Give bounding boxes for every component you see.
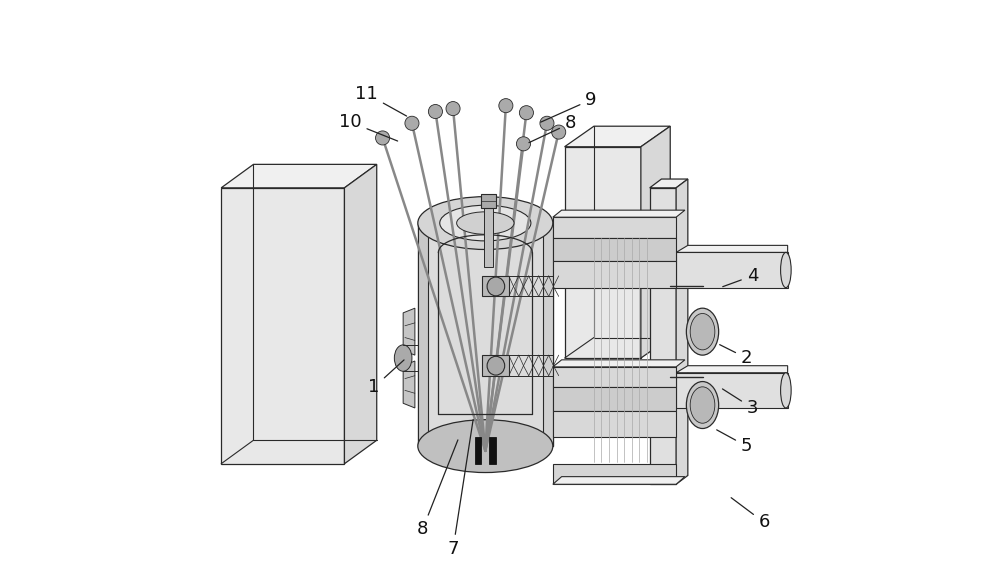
Text: 8: 8 bbox=[529, 114, 576, 143]
Polygon shape bbox=[553, 464, 676, 484]
Circle shape bbox=[376, 131, 390, 145]
Polygon shape bbox=[553, 411, 676, 437]
Ellipse shape bbox=[781, 373, 791, 408]
Circle shape bbox=[552, 125, 566, 139]
Text: 2: 2 bbox=[720, 345, 752, 367]
Circle shape bbox=[516, 137, 531, 151]
Ellipse shape bbox=[690, 313, 715, 350]
Circle shape bbox=[446, 102, 460, 116]
Polygon shape bbox=[650, 179, 688, 188]
Polygon shape bbox=[543, 223, 553, 446]
Polygon shape bbox=[553, 387, 676, 411]
Polygon shape bbox=[344, 164, 377, 464]
Ellipse shape bbox=[690, 387, 715, 423]
Polygon shape bbox=[403, 308, 415, 355]
Polygon shape bbox=[641, 126, 670, 358]
Polygon shape bbox=[553, 261, 676, 288]
Polygon shape bbox=[565, 147, 641, 358]
Polygon shape bbox=[553, 238, 676, 261]
Ellipse shape bbox=[418, 420, 553, 473]
Polygon shape bbox=[553, 360, 685, 367]
Text: 9: 9 bbox=[541, 91, 597, 122]
Text: 6: 6 bbox=[731, 498, 770, 531]
Text: 7: 7 bbox=[447, 420, 473, 558]
Circle shape bbox=[499, 99, 513, 113]
Polygon shape bbox=[221, 188, 344, 464]
Polygon shape bbox=[676, 245, 788, 252]
Polygon shape bbox=[676, 179, 688, 484]
Polygon shape bbox=[553, 210, 685, 217]
Polygon shape bbox=[418, 223, 428, 446]
Polygon shape bbox=[553, 367, 676, 387]
Circle shape bbox=[428, 104, 442, 119]
Polygon shape bbox=[403, 361, 415, 408]
Polygon shape bbox=[481, 194, 496, 208]
Polygon shape bbox=[475, 437, 481, 464]
Ellipse shape bbox=[418, 197, 553, 249]
Text: 5: 5 bbox=[717, 430, 752, 455]
Polygon shape bbox=[484, 200, 493, 267]
Polygon shape bbox=[553, 217, 676, 238]
Circle shape bbox=[540, 116, 554, 130]
Polygon shape bbox=[676, 373, 788, 408]
Polygon shape bbox=[650, 188, 676, 484]
Polygon shape bbox=[676, 252, 788, 288]
Text: 11: 11 bbox=[355, 85, 407, 116]
Ellipse shape bbox=[686, 308, 719, 355]
Polygon shape bbox=[482, 276, 509, 296]
Ellipse shape bbox=[394, 345, 412, 372]
Polygon shape bbox=[489, 437, 496, 464]
Text: 10: 10 bbox=[339, 113, 398, 141]
Text: 3: 3 bbox=[722, 389, 758, 417]
Circle shape bbox=[519, 106, 533, 120]
Polygon shape bbox=[676, 366, 788, 373]
Text: 4: 4 bbox=[723, 267, 758, 286]
Polygon shape bbox=[221, 164, 377, 188]
Ellipse shape bbox=[686, 382, 719, 429]
Ellipse shape bbox=[457, 212, 514, 234]
Polygon shape bbox=[553, 477, 685, 484]
Ellipse shape bbox=[781, 252, 791, 288]
Ellipse shape bbox=[440, 205, 531, 241]
Text: 1: 1 bbox=[368, 360, 404, 396]
Polygon shape bbox=[482, 355, 509, 376]
Circle shape bbox=[405, 116, 419, 130]
Ellipse shape bbox=[487, 277, 505, 296]
Ellipse shape bbox=[487, 356, 505, 375]
Polygon shape bbox=[565, 126, 670, 147]
Polygon shape bbox=[418, 223, 553, 446]
Text: 8: 8 bbox=[417, 440, 458, 538]
